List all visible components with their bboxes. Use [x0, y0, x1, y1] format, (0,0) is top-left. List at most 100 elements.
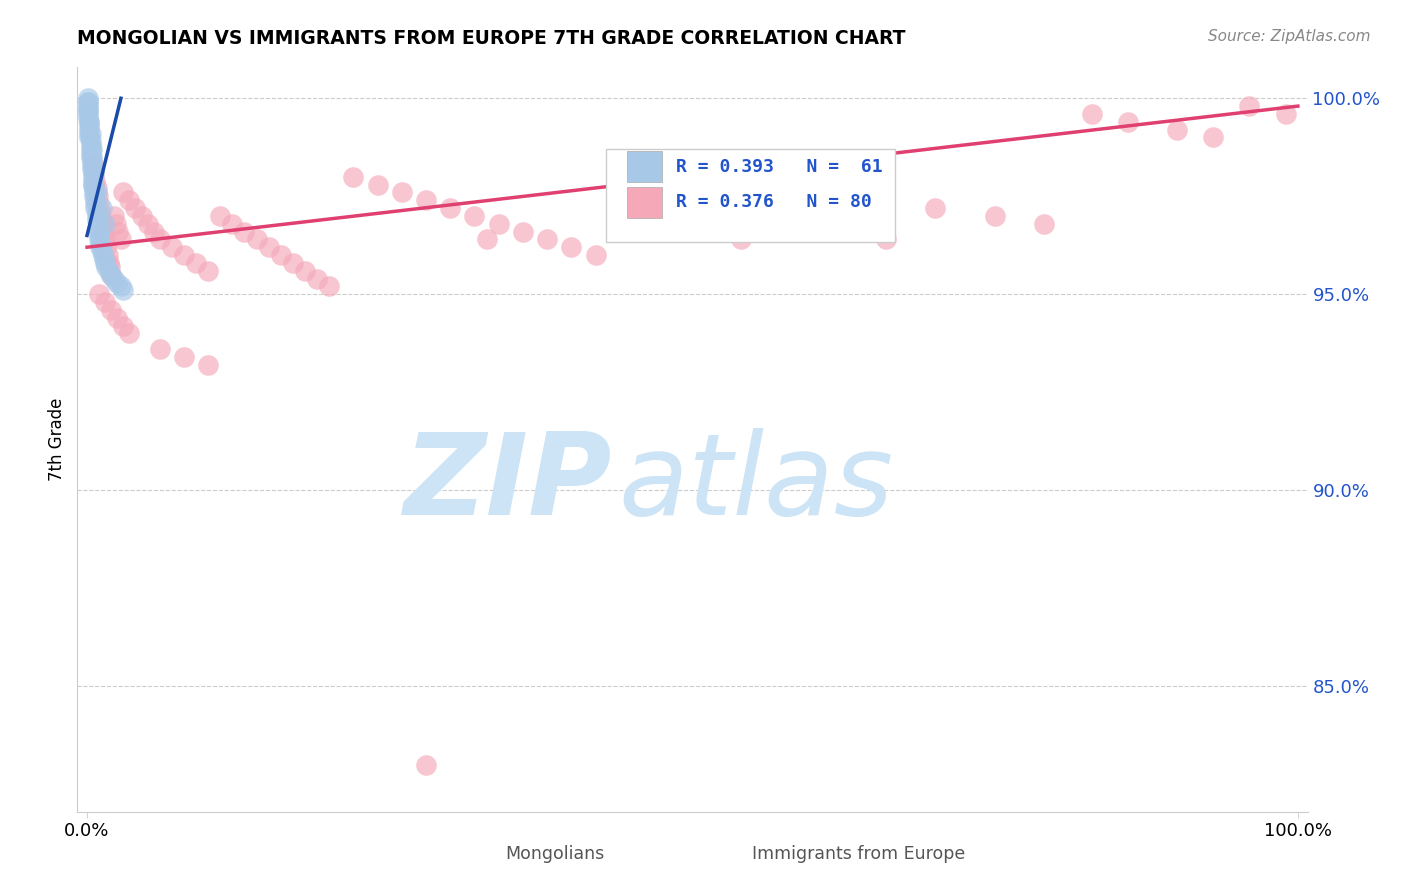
Point — [209, 209, 232, 223]
Point — [89, 205, 111, 219]
Point — [96, 240, 118, 254]
Point — [107, 225, 129, 239]
Point — [103, 271, 125, 285]
Point — [77, 111, 100, 125]
Point — [84, 197, 107, 211]
Point — [77, 103, 100, 117]
Point — [84, 173, 107, 187]
FancyBboxPatch shape — [606, 149, 896, 242]
Point — [233, 225, 256, 239]
Point — [118, 326, 141, 341]
Point — [342, 169, 364, 184]
Point — [851, 225, 873, 239]
Point — [79, 115, 101, 129]
Point — [80, 161, 103, 176]
Point — [142, 225, 165, 239]
Point — [149, 342, 172, 356]
Point — [112, 186, 135, 200]
Point — [79, 138, 101, 153]
Point — [91, 248, 114, 262]
Point — [96, 260, 118, 274]
Point — [80, 142, 103, 156]
Point — [173, 350, 195, 364]
Point — [79, 130, 101, 145]
Point — [100, 268, 122, 282]
Text: atlas: atlas — [619, 428, 894, 540]
Point — [475, 232, 498, 246]
Text: R = 0.393   N =  61: R = 0.393 N = 61 — [676, 158, 883, 176]
Point — [83, 166, 105, 180]
Point — [560, 240, 582, 254]
Point — [77, 103, 100, 117]
Point — [87, 189, 110, 203]
Point — [83, 181, 105, 195]
Text: ZIP: ZIP — [404, 428, 613, 540]
Point — [112, 283, 135, 297]
Point — [875, 232, 897, 246]
Point — [415, 757, 437, 772]
Point — [86, 209, 108, 223]
Point — [82, 178, 104, 192]
Point — [79, 115, 101, 129]
Point — [100, 268, 122, 282]
Text: R = 0.376   N = 80: R = 0.376 N = 80 — [676, 194, 872, 211]
Point — [124, 201, 146, 215]
Point — [89, 287, 111, 301]
Point — [86, 181, 108, 195]
Point — [814, 217, 837, 231]
Point — [391, 186, 413, 200]
Point — [94, 295, 117, 310]
Text: Immigrants from Europe: Immigrants from Europe — [752, 846, 965, 863]
Point — [184, 256, 207, 270]
Point — [173, 248, 195, 262]
Point — [89, 225, 111, 239]
Point — [1081, 107, 1104, 121]
Point — [307, 271, 329, 285]
Point — [80, 153, 103, 168]
Point — [730, 232, 752, 246]
Point — [89, 236, 111, 251]
Bar — [627, 151, 662, 182]
Point — [294, 264, 316, 278]
Point — [281, 256, 304, 270]
Point — [488, 217, 510, 231]
Point — [91, 217, 114, 231]
Point — [84, 193, 107, 207]
Point — [82, 169, 104, 184]
Point — [318, 279, 340, 293]
Point — [83, 166, 105, 180]
Point — [77, 95, 100, 110]
Point — [131, 209, 153, 223]
Point — [79, 127, 101, 141]
Point — [1274, 107, 1296, 121]
Point — [83, 189, 105, 203]
Point — [103, 209, 125, 223]
Point — [197, 264, 219, 278]
Point — [1032, 217, 1054, 231]
Point — [149, 232, 172, 246]
Point — [270, 248, 292, 262]
Point — [84, 201, 107, 215]
Point — [136, 217, 159, 231]
Point — [97, 264, 120, 278]
Point — [79, 142, 101, 156]
Point — [82, 178, 104, 192]
Point — [77, 99, 100, 113]
Point — [657, 217, 679, 231]
Point — [118, 193, 141, 207]
Point — [197, 358, 219, 372]
Point — [415, 193, 437, 207]
Point — [86, 205, 108, 219]
Point — [87, 217, 110, 231]
Point — [221, 217, 243, 231]
Point — [367, 178, 389, 192]
Point — [1118, 115, 1140, 129]
Point — [160, 240, 183, 254]
Point — [94, 232, 117, 246]
Point — [110, 232, 132, 246]
Point — [463, 209, 485, 223]
Point — [80, 158, 103, 172]
Point — [90, 212, 112, 227]
Point — [536, 232, 558, 246]
Point — [439, 201, 461, 215]
